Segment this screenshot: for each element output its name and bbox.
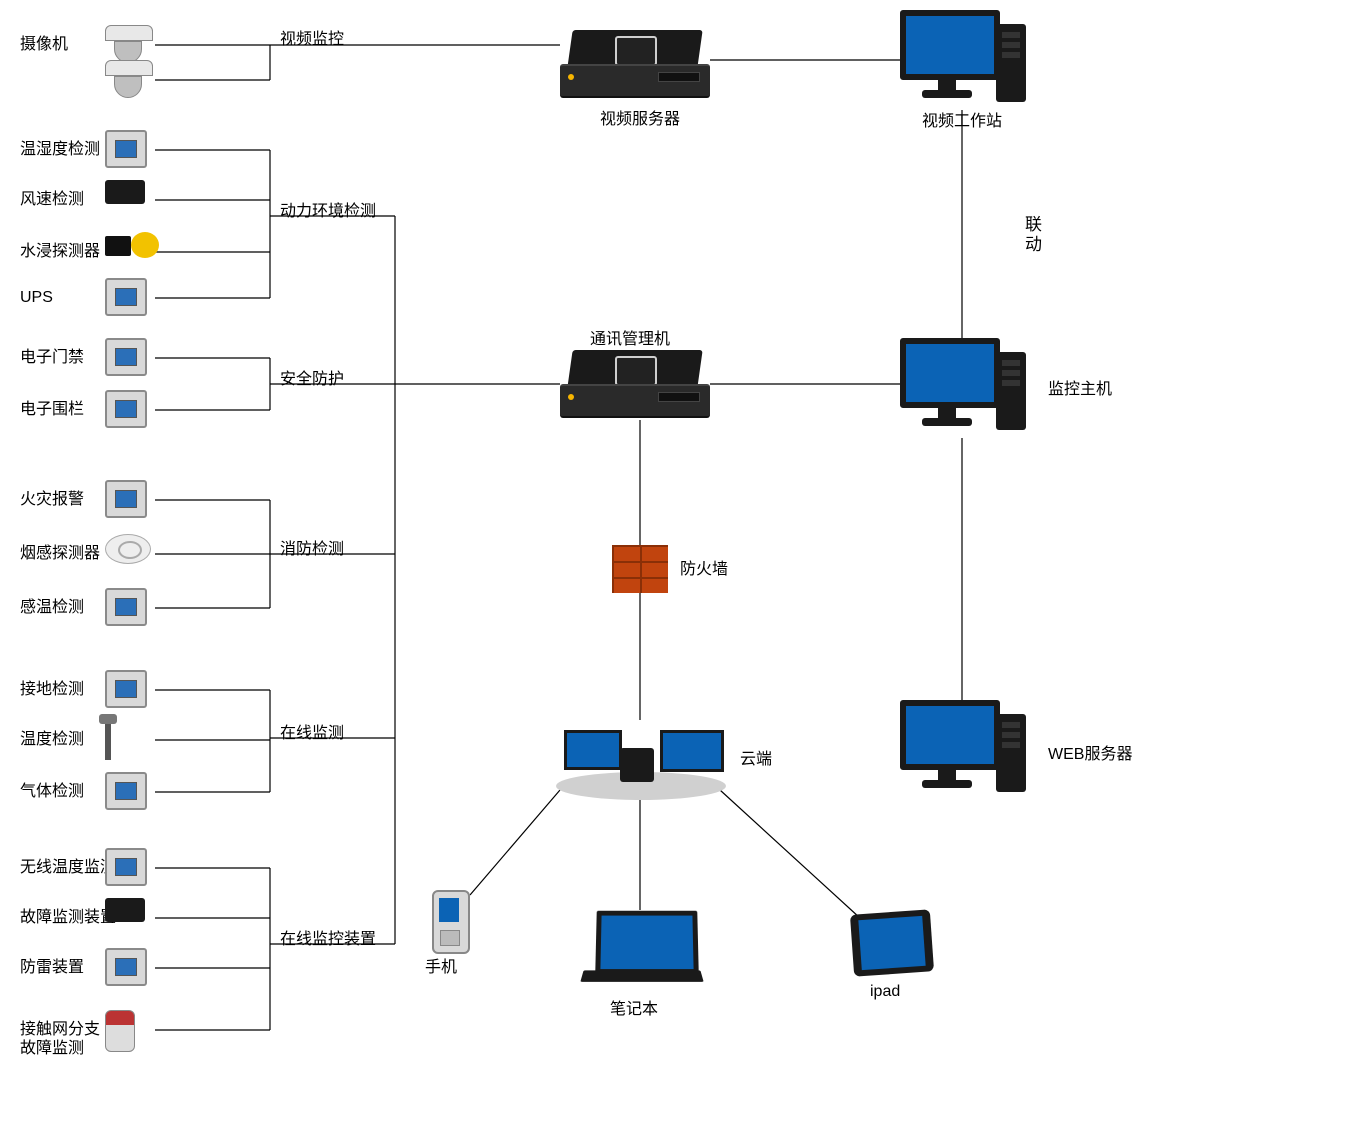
sensor-icon-cam2 [105,60,151,90]
node-label-phone_n: 手机 [425,958,457,977]
sensor-icon-gas [105,772,147,810]
node-label-webserver: WEB服务器 [1048,745,1132,764]
node-label-comm: 通讯管理机 [590,330,670,349]
node-vstation [900,10,1030,110]
sensor-icon-lightning [105,948,147,986]
sensor-icon-fault [105,898,145,922]
sensor-icon-water [105,232,159,258]
sensor-icon-cam1 [105,25,151,55]
sensor-icon-wind [105,180,145,204]
sensor-icon-door [105,338,147,376]
sensor-icon-ground [105,670,147,708]
group-label-g2: 动力环境检测 [280,202,376,221]
node-label-vstation: 视频工作站 [922,112,1002,131]
group-label-g5: 在线监测 [280,724,344,743]
node-label-laptop_n: 笔记本 [610,1000,658,1019]
sensor-label-fence: 电子围栏 [20,400,84,419]
sensor-label-smoke: 烟感探测器 [20,544,100,563]
node-label-monitor: 监控主机 [1048,380,1112,399]
sensor-icon-fence [105,390,147,428]
node-vserver [560,30,710,100]
sensor-icon-ups [105,278,147,316]
sensor-label-fire: 火灾报警 [20,490,84,509]
sensor-label-lightning: 防雷装置 [20,958,84,977]
node-monitor [900,338,1030,438]
group-label-g6: 在线监控装置 [280,930,376,949]
sensor-icon-smoke [105,534,151,564]
node-label-vserver: 视频服务器 [600,110,680,129]
sensor-icon-wtemp [105,848,147,886]
group-label-g4: 消防检测 [280,540,344,559]
link-label: 联 动 [1025,215,1042,256]
diagram-stage: 视频监控 摄像机动力环境检测 温湿度检测风速检测水浸探测器 UPS 安全防护 电子门禁电子… [0,0,1372,1125]
node-firewall [612,545,668,593]
sensor-icon-temp_hum [105,130,147,168]
sensor-label-temp2: 温度检测 [20,730,84,749]
sensor-label-branch: 接触网分支 故障监测 [20,1020,100,1058]
sensor-icon-branch [105,1010,135,1052]
sensor-label-ups: UPS [20,288,53,307]
node-label-firewall: 防火墙 [680,560,728,579]
sensor-label-wind: 风速检测 [20,190,84,209]
node-ipad_n [852,912,932,974]
sensor-label-fault: 故障监测装置 [20,908,116,927]
sensor-label-door: 电子门禁 [20,348,84,367]
sensor-label-water: 水浸探测器 [20,242,100,261]
sensor-icon-fire [105,480,147,518]
node-comm [560,350,710,420]
group-label-g3: 安全防护 [280,370,344,389]
sensor-icon-heat [105,588,147,626]
node-cloud [556,720,726,800]
group-label-g1: 视频监控 [280,30,344,49]
node-label-cloud: 云端 [740,750,772,769]
node-phone_n [432,890,470,954]
node-webserver [900,700,1030,800]
sensor-label-heat: 感温检测 [20,598,84,617]
sensor-label-temp_hum: 温湿度检测 [20,140,100,159]
sensor-label-ground: 接地检测 [20,680,84,699]
sensor-icon-temp2 [105,720,111,760]
node-label-ipad_n: ipad [870,982,900,1001]
node-laptop_n [582,910,702,990]
sensor-label-wtemp: 无线温度监测 [20,858,116,877]
sensor-label-cam1: 摄像机 [20,35,68,54]
sensor-label-gas: 气体检测 [20,782,84,801]
